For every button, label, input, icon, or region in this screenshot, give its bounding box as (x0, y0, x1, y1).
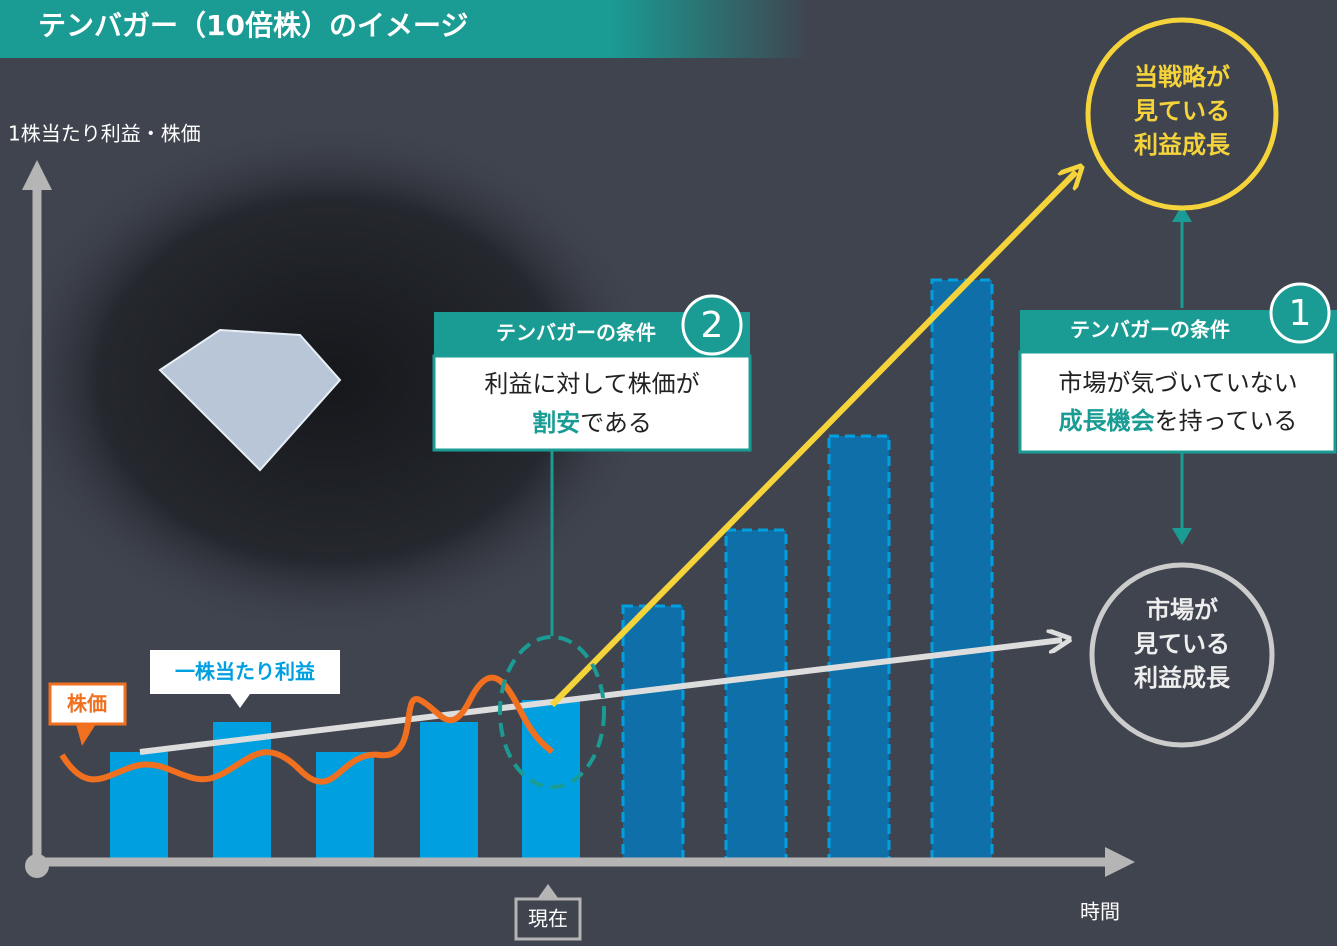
highlight: 割安 (532, 409, 580, 437)
now-label: 現在 (528, 907, 568, 931)
cond1-badge (1269, 282, 1331, 344)
cond2-body (432, 354, 752, 452)
now-ellipse (498, 635, 606, 789)
cond1-line2: 成長機会を持っている (1059, 407, 1298, 435)
now-box (514, 897, 582, 941)
cond1-body (1018, 350, 1337, 454)
x-axis-label: 時間 (1080, 900, 1120, 924)
origin (25, 854, 49, 878)
circle-text: 利益成長 (1134, 664, 1231, 692)
circle-text: 見ている (1134, 97, 1230, 125)
text: を持っている (1155, 407, 1298, 435)
future-bars (621, 278, 994, 864)
y-axis-label: 1株当たり利益・株価 (8, 122, 201, 146)
circle-text: 当戦略が (1134, 63, 1230, 91)
cond2-line2: 割安である (532, 409, 652, 437)
cond1-heading: テンバガーの条件 (1070, 318, 1230, 342)
cond2-number: 2 (701, 305, 724, 346)
eps-pointer (230, 694, 250, 708)
price-pointer (76, 724, 96, 746)
x-arrow (1105, 847, 1135, 877)
eps-label-box (150, 650, 340, 694)
strategy-circle (1085, 17, 1279, 211)
arrow (1172, 205, 1192, 222)
circle-text: 利益成長 (1134, 131, 1231, 159)
now-pointer (538, 884, 558, 898)
circle-text: 見ている (1134, 630, 1230, 658)
price-label: 株価 (67, 692, 107, 716)
title-bar (0, 0, 810, 58)
cond1-line1: 市場が気づいていない (1058, 369, 1297, 397)
circle-text: 市場が (1146, 596, 1218, 624)
cond1-number: 1 (1289, 293, 1312, 334)
eps-label: 一株当たり利益 (175, 660, 315, 684)
cond2-line1: 利益に対して株価が (484, 370, 699, 398)
strategy-line (549, 172, 1076, 708)
price-label-box (48, 682, 127, 726)
arrow (1172, 528, 1192, 545)
title: テンバガー（10倍株）のイメージ (38, 9, 468, 42)
y-arrow (22, 160, 52, 190)
diamond (158, 328, 342, 472)
cond2-heading: テンバガーの条件 (496, 321, 656, 345)
text: である (580, 409, 652, 437)
highlight: 成長機会 (1059, 407, 1155, 435)
market-circle (1089, 562, 1275, 748)
price-line (59, 674, 555, 785)
cond2-badge (681, 294, 743, 356)
